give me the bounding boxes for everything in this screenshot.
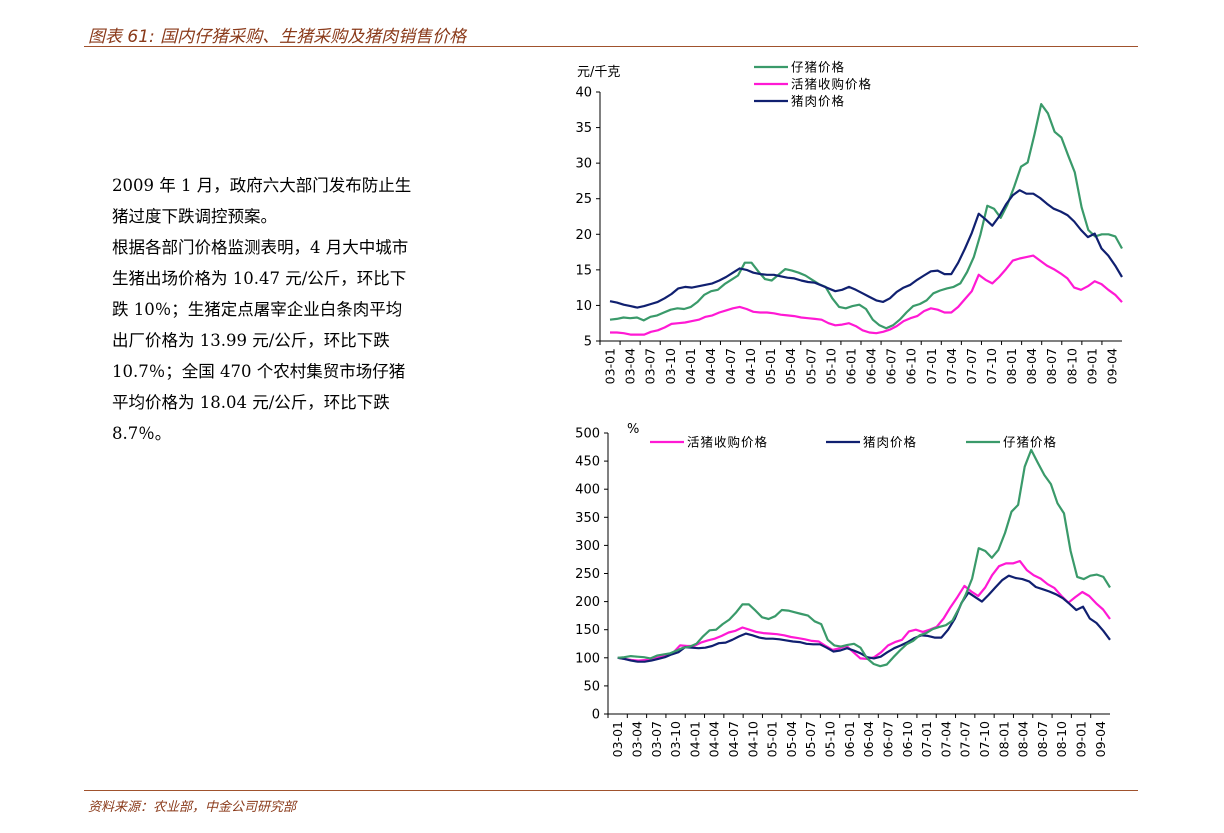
title-rule: [84, 46, 1138, 47]
x-tick-label: 08-01: [1004, 348, 1019, 384]
x-tick-label: 05-04: [783, 348, 798, 384]
y-tick-label: 10: [575, 299, 592, 314]
x-tick-label: 09-04: [1104, 348, 1119, 384]
y-tick-label: 250: [575, 567, 600, 582]
x-tick-label: 03-04: [629, 721, 644, 757]
legend-label: 仔猪价格: [791, 60, 845, 75]
x-tick-label: 05-04: [784, 721, 799, 757]
y-tick-label: 15: [575, 263, 592, 278]
legend-label: 猪肉价格: [791, 94, 845, 109]
legend-label: 活猪收购价格: [687, 435, 768, 450]
x-tick-label: 08-01: [996, 721, 1011, 757]
x-tick-label: 07-10: [977, 721, 992, 757]
y-axis-label: 元/千克: [577, 65, 620, 80]
y-tick-label: 150: [575, 623, 600, 638]
y-tick-label: 20: [575, 228, 592, 243]
x-tick-label: 08-04: [1016, 721, 1031, 757]
x-tick-label: 07-07: [964, 348, 979, 384]
x-tick-label: 06-04: [861, 721, 876, 757]
series-line: [617, 574, 1111, 663]
source-rule: [84, 790, 1138, 791]
y-tick-label: 500: [575, 427, 600, 442]
x-tick-label: 07-01: [919, 721, 934, 757]
x-tick-label: 06-07: [880, 721, 895, 757]
x-tick-label: 07-01: [924, 348, 939, 384]
x-tick-label: 07-07: [958, 721, 973, 757]
y-tick-label: 200: [575, 595, 600, 610]
x-tick-label: 06-01: [843, 348, 858, 384]
legend-label: 仔猪价格: [1003, 435, 1057, 450]
y-tick-label: 30: [575, 157, 592, 172]
x-tick-label: 04-10: [745, 721, 760, 757]
x-tick-label: 04-01: [683, 348, 698, 384]
x-tick-label: 08-07: [1044, 348, 1059, 384]
y-tick-label: 300: [575, 539, 600, 554]
x-tick-label: 08-10: [1064, 348, 1079, 384]
series-line: [617, 559, 1111, 662]
x-tick-label: 06-07: [884, 348, 899, 384]
y-tick-label: 40: [575, 86, 592, 101]
x-tick-label: 05-10: [823, 721, 838, 757]
x-tick-label: 05-07: [803, 348, 818, 384]
legend-label: 猪肉价格: [863, 435, 917, 450]
x-tick-label: 05-01: [765, 721, 780, 757]
series-line: [609, 102, 1123, 330]
x-tick-label: 08-10: [1054, 721, 1069, 757]
x-tick-label: 07-04: [938, 721, 953, 757]
x-tick-label: 04-04: [703, 348, 718, 384]
x-tick-label: 04-01: [687, 721, 702, 757]
y-tick-label: 50: [583, 679, 600, 694]
x-tick-label: 09-01: [1084, 348, 1099, 384]
y-tick-label: 350: [575, 511, 600, 526]
series-line: [610, 254, 1123, 336]
x-tick-label: 03-10: [663, 348, 678, 384]
y-axis-label: %: [627, 422, 639, 437]
x-tick-label: 03-10: [668, 721, 683, 757]
x-tick-label: 04-07: [723, 348, 738, 384]
figure-title: 图表 61: 国内仔猪采购、生猪采购及猪肉销售价格: [88, 27, 467, 47]
description-text: 2009 年 1 月，政府六大部门发布防止生猪过度下跌调控预案。 根据各部门价格…: [112, 170, 412, 449]
paragraph-2: 根据各部门价格监测表明，4 月大中城市生猪出场价格为 10.47 元/公斤，环比…: [112, 238, 409, 443]
x-tick-label: 08-07: [1035, 721, 1050, 757]
y-tick-label: 400: [575, 483, 600, 498]
x-tick-label: 04-04: [707, 721, 722, 757]
source-note: 资料来源：农业部，中金公司研究部: [88, 800, 297, 815]
series-line: [609, 189, 1123, 309]
x-tick-label: 04-07: [726, 721, 741, 757]
x-tick-label: 06-10: [900, 721, 915, 757]
y-tick-label: 5: [584, 335, 592, 350]
legend-label: 活猪收购价格: [791, 77, 872, 92]
x-tick-label: 09-01: [1074, 721, 1089, 757]
x-tick-label: 04-10: [743, 348, 758, 384]
x-tick-label: 06-04: [864, 348, 879, 384]
x-tick-label: 03-04: [623, 348, 638, 384]
paragraph-1: 2009 年 1 月，政府六大部门发布防止生猪过度下跌调控预案。: [112, 176, 412, 226]
y-tick-label: 25: [575, 192, 592, 207]
x-tick-label: 03-01: [610, 721, 625, 757]
series-line: [617, 448, 1111, 668]
x-tick-label: 03-01: [603, 348, 618, 384]
x-tick-label: 06-01: [842, 721, 857, 757]
y-tick-label: 35: [575, 121, 592, 136]
y-tick-label: 450: [575, 455, 600, 470]
y-tick-label: 0: [592, 708, 600, 723]
x-tick-label: 09-04: [1093, 721, 1108, 757]
x-tick-label: 03-07: [643, 348, 658, 384]
x-tick-label: 08-04: [1024, 348, 1039, 384]
x-tick-label: 07-10: [984, 348, 999, 384]
x-tick-label: 07-04: [944, 348, 959, 384]
y-tick-label: 100: [575, 651, 600, 666]
x-tick-label: 05-10: [823, 348, 838, 384]
x-tick-label: 05-07: [803, 721, 818, 757]
x-tick-label: 05-01: [763, 348, 778, 384]
x-tick-label: 03-07: [649, 721, 664, 757]
x-tick-label: 06-10: [904, 348, 919, 384]
